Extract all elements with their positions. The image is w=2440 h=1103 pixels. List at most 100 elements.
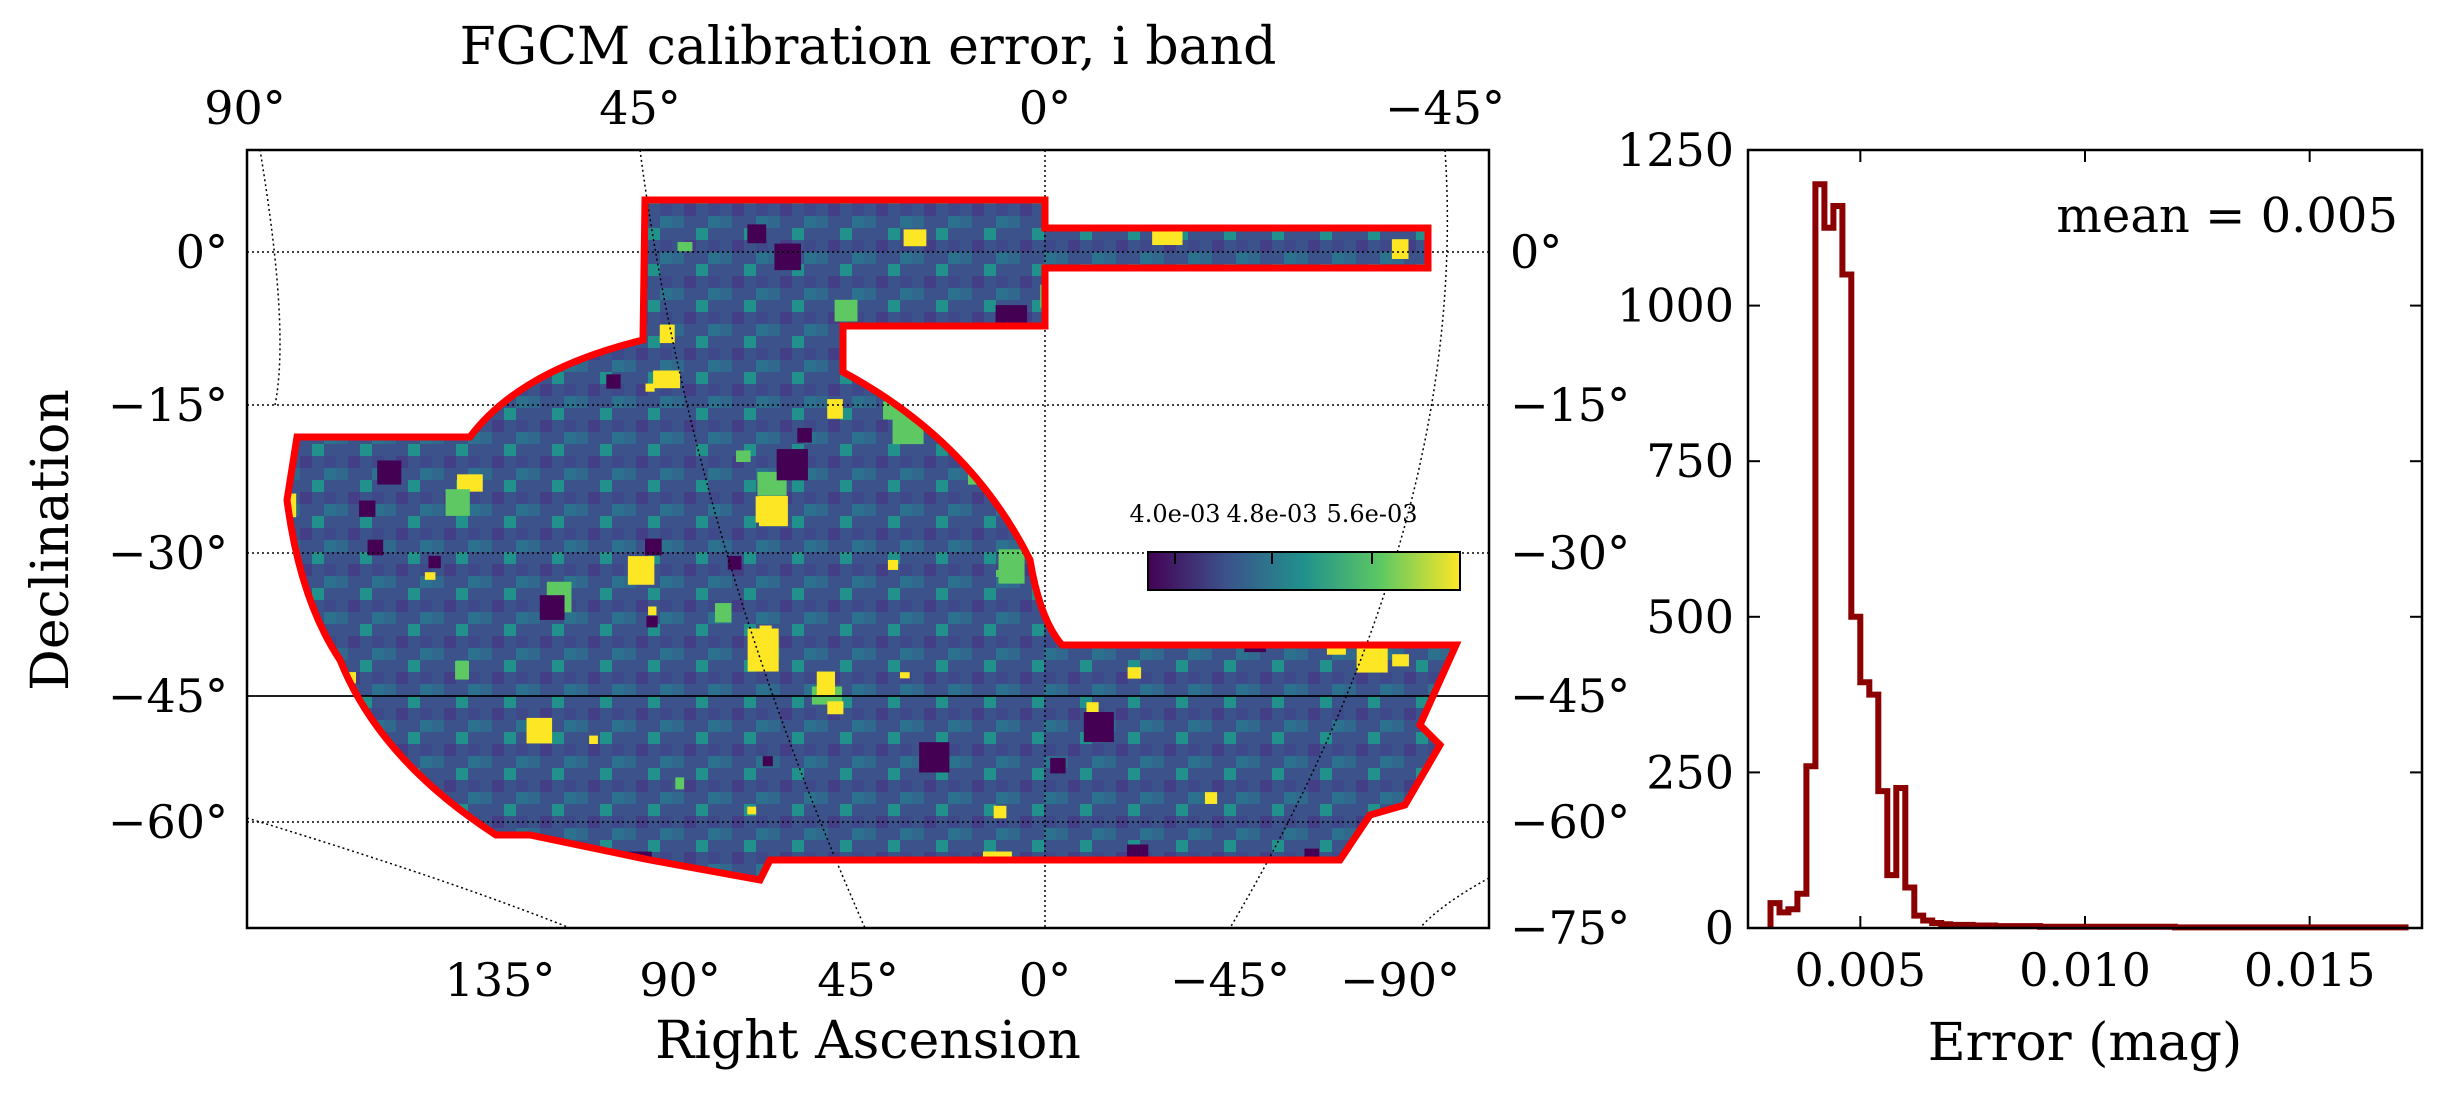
error-pixel [1127,620,1151,639]
error-pixel [1370,421,1404,467]
bottom-ticks: 135° 90° 45° 0° −45° −90° [445,953,1460,1007]
tick-label: −45° [108,669,228,723]
map-frame [245,148,1491,930]
y-tick-label: 250 [1646,745,1734,799]
error-pixel [1127,667,1142,679]
error-pixel [645,383,655,392]
error-pixel [335,222,353,240]
tick-label: 0° [1019,953,1071,1007]
error-pixel [1428,472,1450,494]
error-pixel [412,329,444,362]
error-pixel [287,493,297,518]
error-pixel [993,805,1007,819]
error-pixel [368,765,402,786]
error-pixel [433,424,443,432]
map-title: FGCM calibration error, i band [460,17,1277,77]
y-tick-label: 750 [1646,434,1734,488]
error-pixel [675,777,685,790]
tick-label: −60° [1510,795,1630,849]
tick-label: 90° [639,953,721,1007]
right-ticks: 0° −15° −30° −45° −60° −75° [1510,225,1630,955]
error-pixel [1139,426,1166,446]
error-pixel [445,266,461,284]
colorbar-gradient [1147,551,1461,591]
colorbar-tick-label: 4.8e-03 [1226,500,1317,528]
error-pixel [677,242,693,252]
error-pixel [899,672,910,679]
error-pixel [297,322,309,335]
error-pixel [714,603,732,623]
error-pixel [776,449,808,481]
error-pixel [998,549,1025,584]
error-pixel [797,428,812,443]
error-pixel [370,371,401,402]
error-pixel [747,806,757,815]
error-pixel [646,616,658,628]
map-xlabel: Right Ascension [655,1011,1081,1071]
hist-frame [1746,148,2424,930]
top-ticks: 90° 45° 0° −45° [204,81,1505,135]
tick-label: 45° [599,81,681,135]
error-pixel [1083,712,1114,743]
error-pixel [759,625,772,638]
error-pixel [995,305,1028,337]
error-pixel [506,257,524,275]
colorbar-tick-label: 4.0e-03 [1129,500,1220,528]
error-pixel [367,539,384,556]
error-pixel [1454,417,1456,431]
error-pixel [589,735,598,745]
error-pixel [445,489,470,516]
error-pixel [377,460,402,485]
error-pixel [759,495,788,527]
tick-label: −75° [1510,901,1630,955]
error-pixel [919,742,950,773]
error-pixel [903,229,927,247]
error-pixel [394,224,409,241]
tick-label: 135° [445,953,556,1007]
error-pixel [947,330,963,349]
error-pixel [606,374,621,389]
x-tick-label: 0.005 [1794,943,1926,997]
error-pixel [1138,364,1150,377]
error-pixel [385,875,418,880]
error-pixel [1344,353,1370,380]
error-pixel [887,559,899,570]
error-pixel [1233,459,1256,491]
error-pixel [457,474,483,492]
hist-ticks: 0 250 500 750 1000 1250 0.005 0.010 0.015 [1617,123,2422,997]
error-pixel [1356,648,1388,673]
error-pixel [539,595,565,620]
error-pixel [1313,334,1345,360]
error-pixel [531,352,555,368]
error-pixel [827,701,844,715]
tick-label: −45° [1510,669,1630,723]
colorbar: 4.0e-03 4.8e-03 5.6e-03 [1129,500,1461,591]
error-pixel [627,556,655,585]
tick-label: −30° [108,526,228,580]
tick-label: −90° [1340,953,1460,1007]
error-pixel [497,255,513,269]
error-pixel [312,718,337,750]
error-pixel [526,717,553,744]
tick-label: 0° [1510,225,1562,279]
tick-label: −60° [108,795,228,849]
error-pixel [255,685,286,716]
y-tick-label: 1000 [1617,279,1734,333]
error-pixel [1460,433,1472,445]
x-tick-label: 0.010 [2019,943,2151,997]
histogram-panel: 0 250 500 750 1000 1250 0.005 0.010 0.015 mean =… [1617,123,2424,1073]
error-pixel [313,826,345,855]
error-pixel [329,200,344,210]
error-pixel [1191,285,1223,307]
error-pixel [1384,317,1414,347]
error-pixel [827,399,843,419]
error-pixel [1461,473,1477,489]
colorbar-tick-label: 5.6e-03 [1326,500,1417,528]
error-pixel [294,710,321,732]
error-pixel [816,671,836,696]
y-tick-label: 1250 [1617,123,1734,177]
error-pixel [1204,792,1218,804]
error-pixel [982,851,1012,880]
tick-label: −45° [1385,81,1505,135]
